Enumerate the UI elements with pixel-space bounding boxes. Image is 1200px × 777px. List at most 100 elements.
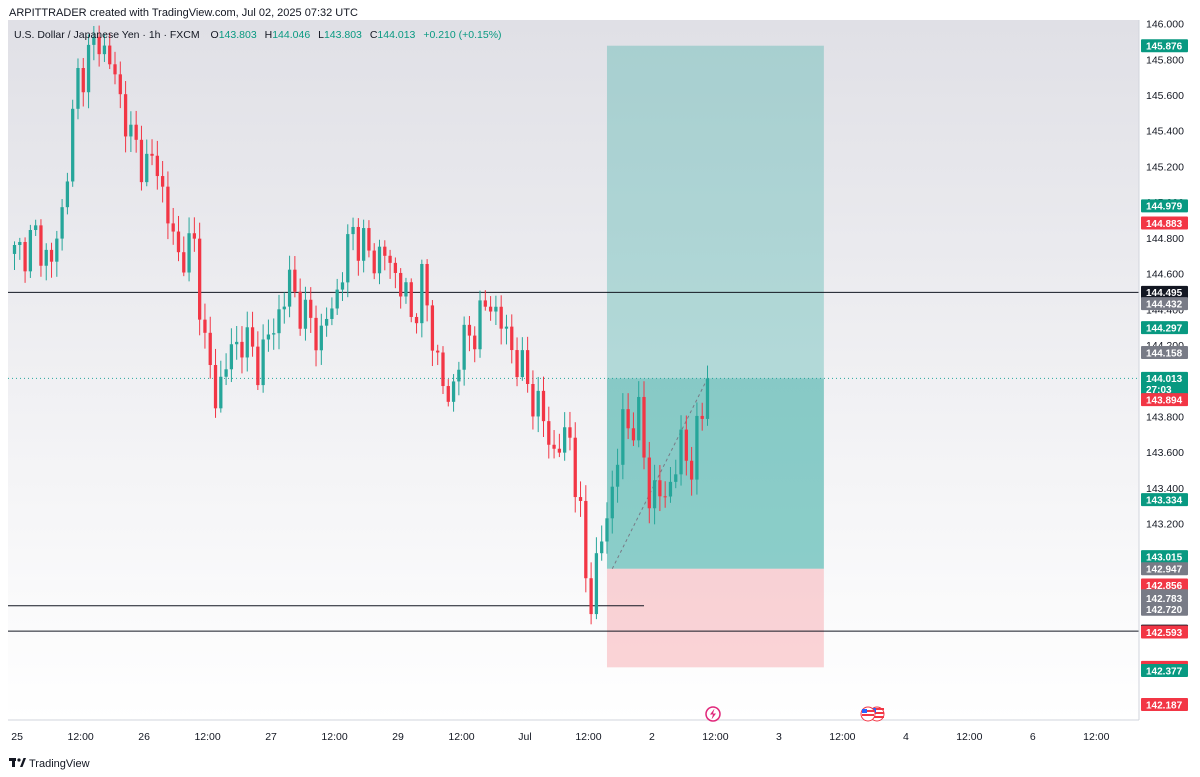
candle[interactable] — [309, 287, 313, 333]
candle[interactable] — [451, 374, 456, 412]
candle[interactable] — [473, 326, 477, 363]
candle[interactable] — [420, 259, 424, 338]
price-badge[interactable]: 144.158 — [1141, 346, 1188, 359]
price-badge[interactable]: 144.495 — [1141, 285, 1188, 299]
candle[interactable] — [34, 219, 38, 237]
candle[interactable] — [71, 99, 75, 187]
candle[interactable] — [552, 430, 556, 459]
profit-zone[interactable] — [606, 45, 824, 569]
candle[interactable] — [203, 303, 207, 349]
candle[interactable] — [324, 307, 329, 337]
candle[interactable] — [399, 268, 403, 309]
candle[interactable] — [684, 415, 688, 476]
candle[interactable] — [129, 111, 133, 152]
candle[interactable] — [488, 296, 493, 321]
candle[interactable] — [525, 336, 530, 393]
price-badge[interactable]: 142.856 — [1141, 578, 1188, 592]
candle[interactable] — [658, 464, 662, 512]
candle[interactable] — [250, 311, 255, 357]
candle[interactable] — [668, 467, 673, 503]
candle[interactable] — [573, 422, 577, 513]
candle[interactable] — [134, 110, 138, 153]
candle[interactable] — [637, 381, 641, 448]
candle[interactable] — [219, 360, 223, 413]
price-badge[interactable]: 144.979 — [1141, 199, 1188, 213]
candle[interactable] — [266, 319, 271, 352]
price-badge[interactable]: 142.947 — [1141, 562, 1188, 576]
candle[interactable] — [388, 249, 392, 279]
candle[interactable] — [155, 140, 159, 190]
candle[interactable] — [631, 412, 636, 447]
candle[interactable] — [425, 259, 429, 322]
candle[interactable] — [92, 25, 96, 61]
candle[interactable] — [594, 537, 599, 620]
candle[interactable] — [65, 172, 70, 215]
candle[interactable] — [235, 325, 239, 360]
candle[interactable] — [224, 353, 228, 386]
price-badge[interactable]: 142.783 — [1141, 591, 1188, 605]
candle[interactable] — [160, 160, 165, 203]
candle[interactable] — [441, 346, 445, 395]
price-badge[interactable]: 143.015 — [1141, 550, 1188, 563]
candle[interactable] — [44, 243, 48, 281]
candle[interactable] — [557, 433, 562, 458]
candle[interactable] — [18, 237, 22, 260]
candle[interactable] — [510, 314, 514, 364]
tradingview-brand[interactable]: TradingView — [9, 758, 90, 770]
candle[interactable] — [367, 220, 371, 258]
candle[interactable] — [647, 441, 651, 524]
candle[interactable] — [171, 207, 175, 245]
candle[interactable] — [605, 502, 609, 554]
candle[interactable] — [642, 381, 646, 470]
candle[interactable] — [462, 316, 466, 386]
candle[interactable] — [81, 57, 85, 107]
candle[interactable] — [393, 257, 398, 289]
candle[interactable] — [314, 305, 318, 367]
candle[interactable] — [414, 313, 419, 334]
candle[interactable] — [319, 313, 323, 365]
price-badge[interactable]: 142.187 — [1141, 697, 1188, 711]
candle[interactable] — [621, 393, 625, 480]
candle[interactable] — [563, 412, 567, 461]
candle[interactable] — [610, 470, 614, 534]
candle[interactable] — [187, 217, 191, 282]
candle[interactable] — [547, 406, 551, 459]
candle[interactable] — [430, 300, 435, 367]
candle[interactable] — [615, 448, 620, 503]
candle[interactable] — [102, 33, 107, 62]
symbol-legend[interactable]: U.S. Dollar / Japanese Yen · 1h · FXCM O… — [14, 29, 502, 41]
candle[interactable] — [626, 393, 630, 440]
candle[interactable] — [335, 278, 339, 315]
candle[interactable] — [145, 139, 149, 187]
candle[interactable] — [213, 348, 218, 418]
candle[interactable] — [695, 402, 699, 495]
price-badge[interactable]: 144.883 — [1141, 216, 1188, 230]
candle[interactable] — [60, 199, 64, 251]
candle[interactable] — [679, 415, 683, 486]
candle[interactable] — [123, 81, 128, 153]
us-flag-icon[interactable] — [860, 706, 885, 722]
candle[interactable] — [700, 402, 704, 431]
event-icons[interactable] — [705, 706, 885, 722]
candle[interactable] — [340, 272, 345, 301]
price-badge[interactable]: 145.876 — [1141, 39, 1188, 53]
candle[interactable] — [192, 217, 196, 252]
horizontal-lines[interactable] — [8, 291, 1139, 632]
candle[interactable] — [277, 294, 281, 350]
price-badge[interactable]: 143.894 — [1141, 393, 1188, 406]
candle[interactable] — [377, 239, 382, 285]
candle[interactable] — [536, 376, 540, 433]
price-badge[interactable]: 144.297 — [1141, 321, 1188, 334]
candle[interactable] — [652, 464, 657, 525]
candle[interactable] — [108, 33, 112, 70]
price-badge[interactable]: 142.720 — [1141, 602, 1188, 616]
candle[interactable] — [531, 370, 535, 430]
candle[interactable] — [282, 292, 286, 324]
candle[interactable] — [483, 290, 487, 311]
candle[interactable] — [674, 459, 678, 489]
candle[interactable] — [568, 411, 572, 451]
candle[interactable] — [404, 277, 408, 304]
candle[interactable] — [356, 218, 360, 276]
